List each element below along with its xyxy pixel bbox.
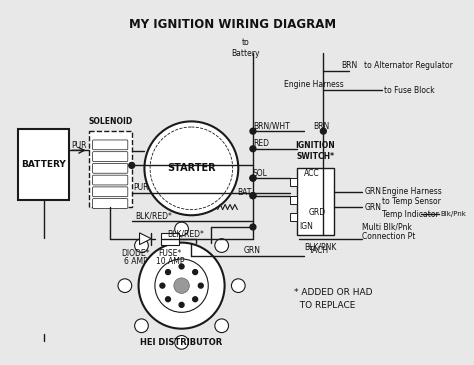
Text: to
Battery: to Battery — [231, 38, 259, 58]
Text: BLK/PNK: BLK/PNK — [304, 242, 336, 251]
Bar — [161, 233, 179, 245]
Circle shape — [193, 270, 198, 274]
Text: 10 AMP: 10 AMP — [155, 257, 184, 266]
Text: HEI DISTRIBUTOR: HEI DISTRIBUTOR — [140, 338, 223, 347]
Bar — [18, 129, 69, 200]
Circle shape — [250, 224, 256, 230]
Text: PUR: PUR — [71, 141, 87, 150]
FancyBboxPatch shape — [92, 164, 128, 173]
Circle shape — [138, 243, 225, 328]
Text: Connection Pt: Connection Pt — [363, 232, 416, 241]
Bar — [297, 168, 334, 235]
Text: RED: RED — [253, 139, 269, 149]
Circle shape — [145, 122, 238, 215]
Circle shape — [215, 319, 228, 333]
Text: GRN: GRN — [365, 187, 382, 196]
Text: Multi Blk/Pnk: Multi Blk/Pnk — [363, 223, 412, 231]
Text: BRN: BRN — [314, 122, 330, 131]
Text: GRD: GRD — [309, 208, 326, 217]
Text: IGN: IGN — [299, 223, 313, 231]
Text: BLK/RED*: BLK/RED* — [136, 212, 173, 221]
Circle shape — [175, 335, 189, 349]
Circle shape — [165, 270, 171, 274]
FancyBboxPatch shape — [92, 175, 128, 185]
Text: to Temp Sensor: to Temp Sensor — [382, 197, 441, 206]
Text: PUR: PUR — [134, 183, 149, 192]
Text: STARTER: STARTER — [167, 163, 216, 173]
Circle shape — [150, 127, 233, 210]
Text: TACH: TACH — [309, 246, 329, 255]
Text: BRN/WHT: BRN/WHT — [253, 122, 290, 131]
Circle shape — [250, 175, 256, 181]
Text: GRN: GRN — [243, 246, 260, 255]
Circle shape — [179, 303, 184, 307]
Text: * ADDED OR HAD: * ADDED OR HAD — [294, 288, 373, 297]
Circle shape — [118, 279, 132, 292]
Circle shape — [175, 222, 189, 236]
Circle shape — [174, 278, 189, 293]
Text: Engine Harness: Engine Harness — [284, 80, 344, 89]
Bar — [290, 213, 297, 221]
Text: DIODE*: DIODE* — [121, 249, 150, 258]
Text: MY IGNITION WIRING DIAGRAM: MY IGNITION WIRING DIAGRAM — [129, 18, 336, 31]
Text: BATTERY: BATTERY — [21, 160, 66, 169]
Text: IGNITION
SWITCH*: IGNITION SWITCH* — [296, 141, 336, 161]
Text: to Fuse Block: to Fuse Block — [384, 86, 435, 95]
Text: Blk/Pnk: Blk/Pnk — [441, 211, 466, 217]
Text: Temp Indicator: Temp Indicator — [382, 210, 439, 219]
Text: BRN: BRN — [341, 61, 357, 70]
Circle shape — [198, 283, 203, 288]
Circle shape — [231, 279, 245, 292]
Circle shape — [250, 175, 256, 181]
Text: GRN: GRN — [365, 203, 382, 212]
Circle shape — [160, 283, 165, 288]
Text: 6 AMP: 6 AMP — [124, 257, 147, 266]
FancyBboxPatch shape — [92, 187, 128, 197]
Text: BAT: BAT — [237, 188, 252, 197]
Circle shape — [250, 193, 256, 199]
Text: Engine Harness: Engine Harness — [382, 187, 442, 196]
Bar — [89, 131, 132, 207]
Text: to Alternator Regulator: to Alternator Regulator — [365, 61, 453, 70]
Circle shape — [250, 128, 256, 134]
Circle shape — [129, 162, 135, 168]
Text: BLK/RED*: BLK/RED* — [167, 229, 204, 238]
Circle shape — [155, 259, 208, 312]
Circle shape — [250, 193, 256, 199]
Circle shape — [250, 146, 256, 152]
Text: FUSE*: FUSE* — [158, 249, 182, 258]
FancyBboxPatch shape — [92, 152, 128, 161]
Circle shape — [179, 264, 184, 269]
FancyBboxPatch shape — [92, 199, 128, 208]
Bar — [290, 178, 297, 186]
Circle shape — [320, 128, 326, 134]
Text: ACC: ACC — [304, 169, 319, 178]
Circle shape — [193, 297, 198, 302]
Bar — [290, 196, 297, 204]
Circle shape — [135, 319, 148, 333]
FancyBboxPatch shape — [92, 140, 128, 150]
Text: TO REPLACE: TO REPLACE — [294, 301, 356, 310]
Circle shape — [165, 297, 171, 302]
Text: SOL: SOL — [253, 169, 268, 178]
Circle shape — [215, 239, 228, 253]
Text: SOLENOID: SOLENOID — [88, 117, 132, 126]
Polygon shape — [139, 233, 151, 245]
Circle shape — [135, 239, 148, 253]
